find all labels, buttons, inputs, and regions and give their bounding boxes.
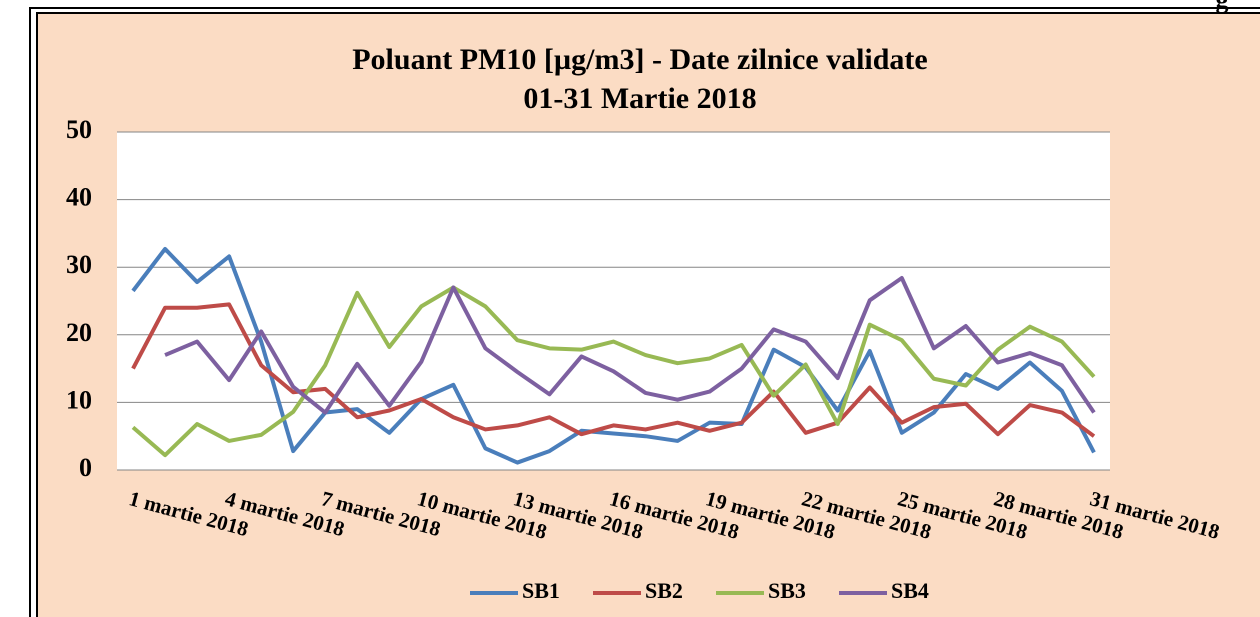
legend-label: SB3 bbox=[768, 578, 806, 603]
series-line bbox=[164, 276, 1096, 415]
y-tick-label: 10 bbox=[66, 385, 92, 414]
series-line bbox=[131, 246, 1096, 465]
y-tick-label: 20 bbox=[66, 318, 92, 347]
series-line bbox=[131, 302, 1096, 438]
y-tick-label: 50 bbox=[66, 115, 92, 144]
series-line bbox=[131, 285, 1096, 458]
y-tick-label: 30 bbox=[66, 250, 92, 279]
outer-frame bbox=[29, 7, 1260, 617]
plot-area bbox=[117, 132, 1110, 470]
cropped-text: g bbox=[1216, 0, 1229, 14]
y-tick-label: 0 bbox=[79, 453, 92, 482]
legend-label: SB2 bbox=[645, 578, 683, 603]
chart-title: Poluant PM10 [µg/m3] - Date zilnice vali… bbox=[352, 43, 928, 76]
legend-label: SB4 bbox=[891, 578, 929, 603]
y-tick-label: 40 bbox=[66, 183, 92, 212]
chart-subtitle: 01-31 Martie 2018 bbox=[523, 82, 756, 115]
legend-label: SB1 bbox=[522, 578, 560, 603]
